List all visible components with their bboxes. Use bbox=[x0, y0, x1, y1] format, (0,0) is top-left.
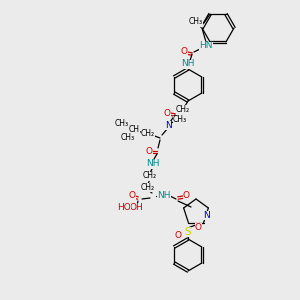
Text: HO: HO bbox=[117, 202, 131, 211]
Text: O: O bbox=[182, 191, 190, 200]
Text: O: O bbox=[164, 109, 170, 118]
Text: N: N bbox=[202, 211, 209, 220]
Text: HN: HN bbox=[199, 41, 213, 50]
Text: O: O bbox=[181, 47, 188, 56]
Text: O: O bbox=[146, 146, 152, 155]
Text: CH₂: CH₂ bbox=[141, 182, 155, 191]
Text: O: O bbox=[175, 230, 182, 239]
Text: CH₂: CH₂ bbox=[141, 130, 155, 139]
Text: CH₂: CH₂ bbox=[176, 104, 190, 113]
Text: CH₃: CH₃ bbox=[115, 118, 129, 127]
Text: CH₃: CH₃ bbox=[121, 134, 135, 142]
Text: OH: OH bbox=[129, 202, 143, 211]
Text: CH: CH bbox=[128, 125, 140, 134]
Text: O: O bbox=[194, 223, 202, 232]
Text: NH: NH bbox=[146, 160, 160, 169]
Text: NH: NH bbox=[181, 59, 195, 68]
Text: CH₃: CH₃ bbox=[173, 116, 187, 124]
Text: O: O bbox=[128, 191, 136, 200]
Text: S: S bbox=[185, 227, 191, 237]
Text: CH₂: CH₂ bbox=[143, 172, 157, 181]
Text: CH₃: CH₃ bbox=[189, 17, 203, 26]
Text: N: N bbox=[165, 121, 171, 130]
Text: NH: NH bbox=[157, 190, 171, 200]
